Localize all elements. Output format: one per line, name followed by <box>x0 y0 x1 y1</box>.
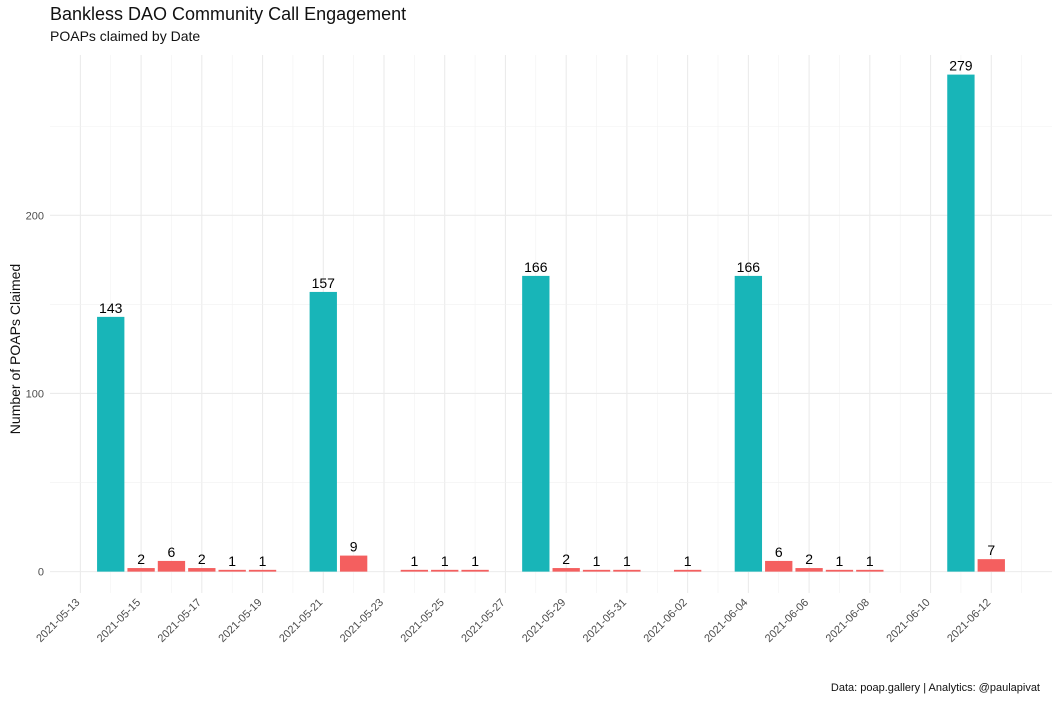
x-tick-label: 2021-06-10 <box>884 597 932 645</box>
x-tick-label: 2021-06-08 <box>824 597 872 645</box>
bar <box>157 560 186 572</box>
bar-value-label: 166 <box>524 259 548 275</box>
bar-value-label: 6 <box>168 544 176 560</box>
x-tick-label: 2021-05-21 <box>277 597 325 645</box>
bar <box>856 569 884 572</box>
chart-caption: Data: poap.gallery | Analytics: @paulapi… <box>830 682 1040 694</box>
chart-title: Bankless DAO Community Call Engagement <box>50 4 407 24</box>
bar-value-label: 6 <box>775 544 783 560</box>
x-tick-label: 2021-05-29 <box>520 597 568 645</box>
y-axis-label: Number of POAPs Claimed <box>7 264 23 434</box>
bar <box>188 568 216 572</box>
bar-value-label: 1 <box>593 553 601 569</box>
bar-value-label: 2 <box>198 551 206 567</box>
bar <box>309 291 337 572</box>
y-tick-label: 100 <box>26 388 44 400</box>
bar <box>673 569 702 572</box>
x-tick-label: 2021-06-04 <box>702 597 750 645</box>
x-tick-label: 2021-05-31 <box>581 597 629 645</box>
x-tick-label: 2021-05-23 <box>338 597 386 645</box>
bar <box>795 568 823 572</box>
bar-value-label: 2 <box>805 551 813 567</box>
bar-value-label: 157 <box>312 275 336 291</box>
bar <box>947 74 975 572</box>
bar-value-label: 279 <box>949 58 973 74</box>
x-tick-label: 2021-05-15 <box>95 597 143 645</box>
x-tick-label: 2021-05-17 <box>156 597 204 645</box>
x-tick-label: 2021-06-12 <box>945 597 993 645</box>
bar <box>248 569 277 572</box>
bar <box>582 569 611 572</box>
bar-value-label: 1 <box>623 553 631 569</box>
bar <box>765 560 793 572</box>
bar <box>431 569 459 572</box>
bar-value-label: 2 <box>137 551 145 567</box>
bar <box>127 568 155 572</box>
bar-value-label: 1 <box>866 553 874 569</box>
bar-value-label: 1 <box>259 553 267 569</box>
bar <box>522 275 550 572</box>
bar-value-label: 1 <box>471 553 479 569</box>
bar <box>977 559 1005 572</box>
bar <box>552 568 580 572</box>
x-tick-label: 2021-05-13 <box>34 597 82 645</box>
bar <box>218 569 246 572</box>
y-tick-label: 200 <box>26 210 44 222</box>
bar <box>339 555 368 572</box>
y-tick-label: 0 <box>38 567 44 579</box>
bar-value-label: 2 <box>562 551 570 567</box>
bar-value-label: 166 <box>737 259 761 275</box>
bar-value-label: 1 <box>441 553 449 569</box>
bar-value-label: 1 <box>228 553 236 569</box>
x-tick-label: 2021-05-25 <box>399 597 447 645</box>
x-tick-label: 2021-05-19 <box>216 597 264 645</box>
x-tick-label: 2021-06-02 <box>641 597 689 645</box>
bar-value-label: 9 <box>350 539 358 555</box>
x-tick-label: 2021-06-06 <box>763 597 811 645</box>
bar-value-label: 143 <box>99 300 123 316</box>
bar-value-label: 1 <box>836 553 844 569</box>
bar <box>461 569 489 572</box>
bar <box>97 316 125 572</box>
bar-value-label: 1 <box>410 553 418 569</box>
bar <box>613 569 641 572</box>
bar <box>734 275 763 572</box>
x-tick-label: 2021-05-27 <box>459 597 507 645</box>
bar <box>400 569 429 572</box>
bar-value-label: 7 <box>987 542 995 558</box>
bar <box>825 569 854 572</box>
chart-subtitle: POAPs claimed by Date <box>50 28 201 44</box>
bar-value-label: 1 <box>684 553 692 569</box>
